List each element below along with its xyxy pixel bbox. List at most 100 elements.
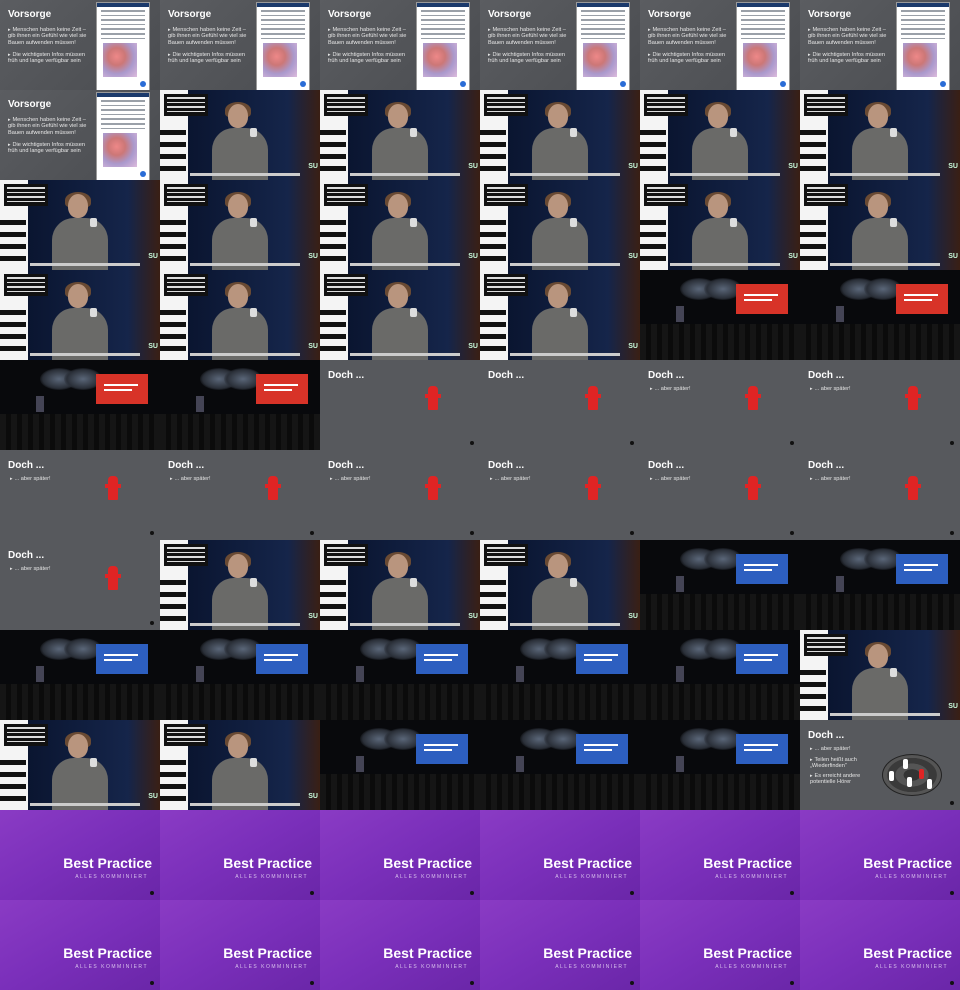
speaker-frame[interactable]: SU — [320, 90, 480, 180]
slide-best-practice[interactable]: Best Practice ALLES KOMMINIERT — [800, 900, 960, 990]
slide-best-practice[interactable]: Best Practice ALLES KOMMINIERT — [160, 810, 320, 900]
speaker-frame[interactable]: SU — [320, 180, 480, 270]
speaker-frame[interactable]: SU — [160, 180, 320, 270]
speaker-frame[interactable]: SU — [0, 180, 160, 270]
slide-vorsorge[interactable]: Vorsorge Menschen haben keine Zeit – gib… — [640, 0, 800, 90]
slide-doch[interactable]: Doch ... ... aber später! — [160, 450, 320, 540]
lectern — [30, 353, 140, 356]
speaker-frame[interactable]: SU — [320, 540, 480, 630]
corner-icon — [310, 531, 314, 535]
slide-title: Vorsorge — [8, 99, 52, 110]
speaker-frame[interactable]: SU — [640, 180, 800, 270]
slide-title: Best Practice — [63, 945, 152, 961]
slide-best-practice[interactable]: Best Practice ALLES KOMMINIERT — [320, 810, 480, 900]
slide-vorsorge[interactable]: Vorsorge Menschen haben keine Zeit – gib… — [320, 0, 480, 90]
slide-vorsorge[interactable]: Vorsorge Menschen haben keine Zeit – gib… — [0, 0, 160, 90]
slide-vorsorge[interactable]: Vorsorge Menschen haben keine Zeit – gib… — [0, 90, 160, 180]
slide-title: Best Practice — [63, 855, 152, 871]
portrait-image — [583, 43, 617, 77]
speaker-frame[interactable]: SU — [480, 540, 640, 630]
caption-box — [4, 184, 48, 206]
projection-screen — [896, 284, 948, 314]
slide-doch[interactable]: Doch ... ... aber später! — [800, 360, 960, 450]
slide-best-practice[interactable]: Best Practice ALLES KOMMINIERT — [0, 900, 160, 990]
corner-icon — [630, 891, 634, 895]
speaker-frame[interactable]: SU — [480, 270, 640, 360]
slide-best-practice[interactable]: Best Practice ALLES KOMMINIERT — [640, 900, 800, 990]
projection-screen — [96, 374, 148, 404]
slide-vorsorge[interactable]: Vorsorge Menschen haben keine Zeit – gib… — [160, 0, 320, 90]
hall-frame[interactable] — [160, 360, 320, 450]
slide-doch[interactable]: Doch ... ... aber später! — [0, 450, 160, 540]
slide-bullet: Die wichtigsten Infos müssen früh und la… — [648, 52, 728, 65]
microphone-icon — [410, 218, 417, 227]
hall-frame[interactable] — [640, 270, 800, 360]
hall-frame[interactable] — [160, 630, 320, 720]
slide-title: Doch ... — [328, 370, 365, 381]
slide-best-practice[interactable]: Best Practice ALLES KOMMINIERT — [0, 810, 160, 900]
hall-frame[interactable] — [320, 720, 480, 810]
lectern — [670, 263, 780, 266]
hall-frame[interactable] — [320, 630, 480, 720]
podium — [676, 756, 684, 772]
slide-title: Doch ... — [808, 370, 845, 381]
speaker-frame[interactable]: SU — [0, 720, 160, 810]
hall-frame[interactable] — [640, 630, 800, 720]
speaker-frame[interactable]: SU — [800, 90, 960, 180]
phone-screenshot — [416, 2, 470, 90]
hall-frame[interactable] — [800, 270, 960, 360]
slide-doch[interactable]: Doch ... ... aber später! — [0, 540, 160, 630]
hall-frame[interactable] — [0, 360, 160, 450]
play-icon — [620, 81, 626, 87]
stage-brand: SU — [148, 343, 158, 350]
speaker-frame[interactable]: SU — [480, 180, 640, 270]
hydrant-icon — [585, 476, 601, 500]
speaker-frame[interactable]: SU — [160, 270, 320, 360]
slide-vorsorge[interactable]: Vorsorge Menschen haben keine Zeit – gib… — [800, 0, 960, 90]
corner-icon — [790, 981, 794, 985]
speaker-frame[interactable]: SU — [160, 540, 320, 630]
corner-icon — [790, 891, 794, 895]
slide-title: Vorsorge — [8, 9, 52, 20]
hall-frame[interactable] — [640, 540, 800, 630]
slide-best-practice[interactable]: Best Practice ALLES KOMMINIERT — [480, 810, 640, 900]
slide-doch[interactable]: Doch ... ... aber später! — [320, 450, 480, 540]
hall-frame[interactable] — [800, 540, 960, 630]
slide-doch[interactable]: Doch ... ... aber später! — [800, 450, 960, 540]
hall-frame[interactable] — [480, 630, 640, 720]
speaker-frame[interactable]: SU — [160, 90, 320, 180]
slide-doch[interactable]: Doch ... — [480, 360, 640, 450]
speaker-frame[interactable]: SU — [160, 720, 320, 810]
speaker-frame[interactable]: SU — [800, 180, 960, 270]
speaker-frame[interactable]: SU — [480, 90, 640, 180]
speaker-frame[interactable]: SU — [800, 630, 960, 720]
hydrant-icon — [745, 386, 761, 410]
projection-screen — [416, 734, 468, 764]
slide-doch[interactable]: Doch ... ... aber später! Teilen heißt a… — [800, 720, 960, 810]
caption-box — [164, 544, 208, 566]
slide-title: Best Practice — [543, 945, 632, 961]
speaker-frame[interactable]: SU — [0, 270, 160, 360]
slide-best-practice[interactable]: Best Practice ALLES KOMMINIERT — [160, 900, 320, 990]
slide-doch[interactable]: Doch ... ... aber später! — [640, 450, 800, 540]
slide-vorsorge[interactable]: Vorsorge Menschen haben keine Zeit – gib… — [480, 0, 640, 90]
speaker — [368, 102, 430, 180]
speaker-frame[interactable]: SU — [640, 90, 800, 180]
slide-best-practice[interactable]: Best Practice ALLES KOMMINIERT — [320, 900, 480, 990]
slide-best-practice[interactable]: Best Practice ALLES KOMMINIERT — [640, 810, 800, 900]
slide-best-practice[interactable]: Best Practice ALLES KOMMINIERT — [480, 900, 640, 990]
audience — [320, 774, 480, 810]
hall-frame[interactable] — [0, 630, 160, 720]
speaker-frame[interactable]: SU — [320, 270, 480, 360]
slide-doch[interactable]: Doch ... ... aber später! — [640, 360, 800, 450]
slide-doch[interactable]: Doch ... ... aber später! — [480, 450, 640, 540]
hall-frame[interactable] — [480, 720, 640, 810]
podium — [676, 306, 684, 322]
slide-subtitle: ALLES KOMMINIERT — [555, 874, 628, 880]
slide-best-practice[interactable]: Best Practice ALLES KOMMINIERT — [800, 810, 960, 900]
microphone-icon — [250, 128, 257, 137]
audience — [0, 684, 160, 720]
audience — [640, 684, 800, 720]
hall-frame[interactable] — [640, 720, 800, 810]
slide-doch[interactable]: Doch ... — [320, 360, 480, 450]
